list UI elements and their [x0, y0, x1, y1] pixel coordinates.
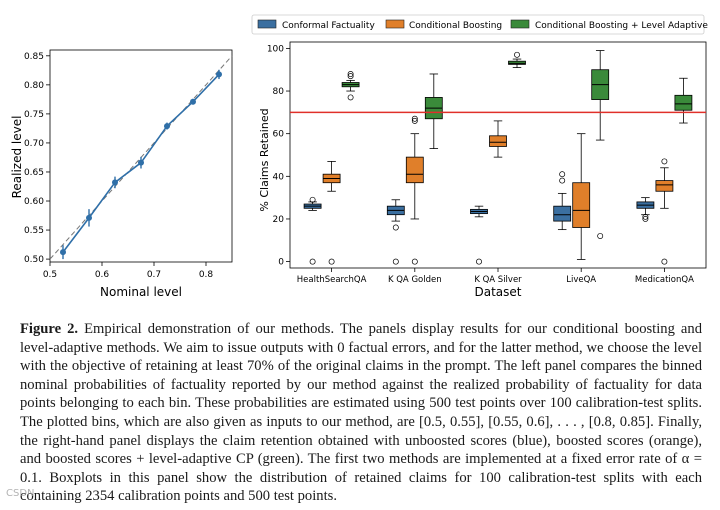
- box-outlier: [347, 71, 354, 77]
- calibration-point: [112, 179, 118, 186]
- box-body: [553, 205, 572, 222]
- calibration-point: [138, 159, 144, 166]
- figure-2: 0.500.550.600.650.700.750.800.85 0.5 0.6 0…: [10, 14, 708, 299]
- calibration-y-ticks: 0.50 0.55 0.60 0.65 0.70 0.75 0.80 0.85: [24, 52, 50, 265]
- watermark: CSDN: [6, 488, 35, 499]
- legend-swatch-conditional-boosting: [385, 19, 405, 29]
- retention-panel: 0 20 40 60 80 100 HealthSearchQA K QA Golden K …: [258, 41, 707, 299]
- box-outlier: [392, 258, 399, 265]
- legend-label-conditional-boosting: Conditional Boosting: [409, 21, 502, 31]
- box-body: [508, 60, 526, 65]
- box-outlier: [642, 213, 649, 220]
- box-outlier: [411, 117, 418, 124]
- box-outlier: [347, 73, 354, 80]
- retention-y-tick-label: 20: [273, 215, 285, 225]
- legend-frame: [251, 14, 705, 35]
- retention-y-tick-label: 100: [267, 44, 284, 54]
- retention-y-tick-label: 80: [273, 87, 285, 97]
- box-conformal-factuality-liveqa: [553, 171, 572, 231]
- box-outlier: [514, 51, 520, 58]
- box-conditional-boosting-medicationqa: [655, 158, 674, 265]
- calibration-axes-frame: [49, 49, 233, 263]
- calibration-y-tick-label: 0.55: [24, 226, 44, 236]
- calibration-y-tick-label: 0.85: [24, 52, 44, 62]
- caption-label: Figure 2.: [20, 321, 79, 337]
- figure-caption: Figure 2. Empirical demonstration of our…: [20, 320, 702, 506]
- calibration-x-tick-label: 0.6: [95, 270, 110, 280]
- calibration-x-ticks: 0.5 0.6 0.7 0.8: [43, 262, 214, 280]
- box-conditional-boosting-level-adaptive-k-qa-silver: [508, 51, 526, 68]
- box-conditional-boosting-liveqa: [572, 133, 591, 260]
- calibration-y-tick-label: 0.65: [24, 168, 44, 178]
- retention-marks: [290, 50, 706, 265]
- retention-y-axis-label: % Claims Retained: [258, 108, 271, 211]
- calibration-x-axis-label: Nominal level: [100, 285, 182, 299]
- box-outlier: [661, 258, 668, 265]
- box-outlier: [642, 216, 649, 222]
- box-body: [572, 182, 591, 228]
- box-conditional-boosting-k-qa-silver: [489, 120, 507, 158]
- calibration-panel: 0.500.550.600.650.700.750.800.85 0.5 0.6 0…: [10, 49, 233, 299]
- calibration-point: [164, 123, 170, 130]
- calibration-x-tick-label: 0.7: [147, 270, 161, 280]
- box-body: [674, 94, 693, 111]
- box-conditional-boosting-level-adaptive-medicationqa: [674, 77, 693, 124]
- box-outlier: [559, 177, 566, 184]
- box-body: [655, 180, 674, 192]
- retention-x-tick-label-healthsearchqa: HealthSearchQA: [297, 275, 367, 285]
- calibration-x-tick-label: 0.5: [43, 270, 57, 280]
- retention-x-tick-label-medicationqa: MedicationQA: [635, 275, 694, 285]
- calibration-y-tick-label: 0.50: [24, 255, 44, 265]
- calibration-x-tick-label: 0.8: [199, 270, 214, 280]
- retention-x-tick-label-k-qa-golden: K QA Golden: [388, 275, 442, 285]
- calibration-point: [60, 249, 66, 256]
- calibration-point: [190, 98, 196, 105]
- box-outlier: [661, 158, 668, 165]
- box-conditional-boosting-level-adaptive-liveqa: [591, 50, 610, 239]
- box-outlier: [309, 258, 316, 265]
- retention-y-ticks: 0 20 40 60 80 100: [267, 44, 290, 268]
- box-outlier: [559, 171, 566, 178]
- retention-x-tick-label-liveqa: LiveQA: [566, 275, 596, 285]
- calibration-y-tick-label: 0.70: [24, 139, 44, 149]
- box-outlier: [597, 233, 604, 239]
- calibration-y-axis-label: Realized level: [10, 116, 24, 199]
- calibration-y-tick-label: 0.60: [24, 197, 44, 207]
- box-conditional-boosting-level-adaptive-k-qa-golden: [424, 73, 443, 150]
- legend-swatch-conformal-factuality: [257, 19, 277, 29]
- box-outlier: [328, 258, 335, 265]
- box-conformal-factuality-k-qa-silver: [470, 205, 488, 265]
- retention-x-axis-label: Dataset: [475, 285, 522, 299]
- retention-y-tick-label: 0: [278, 258, 284, 268]
- retention-legend: Conformal Factuality Conditional Boostin…: [251, 14, 708, 35]
- box-conformal-factuality-medicationqa: [636, 197, 655, 222]
- calibration-y-tick-label: 0.80: [24, 81, 44, 91]
- box-conformal-factuality-k-qa-golden: [386, 199, 405, 265]
- box-conditional-boosting-level-adaptive-healthsearchqa: [341, 71, 360, 101]
- box-conditional-boosting-healthsearchqa: [322, 160, 341, 265]
- calibration-point: [86, 214, 92, 221]
- box-body: [405, 156, 424, 184]
- box-conformal-factuality-healthsearchqa: [303, 196, 322, 265]
- calibration-point: [216, 71, 222, 78]
- box-outlier: [411, 258, 418, 265]
- box-outlier: [309, 196, 316, 203]
- box-outlier: [392, 224, 399, 231]
- legend-swatch-level-adaptive: [510, 19, 530, 29]
- caption-body: Empirical demonstration of our methods. …: [20, 321, 702, 505]
- retention-y-tick-label: 40: [273, 172, 285, 182]
- box-outlier: [476, 258, 482, 265]
- box-outlier: [411, 115, 418, 122]
- calibration-marks: [49, 55, 233, 260]
- retention-y-tick-label: 60: [273, 130, 285, 140]
- box-body: [489, 135, 507, 147]
- retention-x-ticks: HealthSearchQA K QA Golden K QA Silver Live…: [297, 268, 694, 285]
- calibration-y-tick-label: 0.75: [24, 110, 44, 120]
- legend-label-level-adaptive: Conditional Boosting + Level Adaptive: [535, 21, 708, 31]
- legend-label-conformal-factuality: Conformal Factuality: [282, 21, 375, 31]
- retention-x-tick-label-k-qa-silver: K QA Silver: [474, 275, 522, 285]
- box-outlier: [347, 94, 354, 101]
- box-conditional-boosting-k-qa-golden: [405, 115, 424, 265]
